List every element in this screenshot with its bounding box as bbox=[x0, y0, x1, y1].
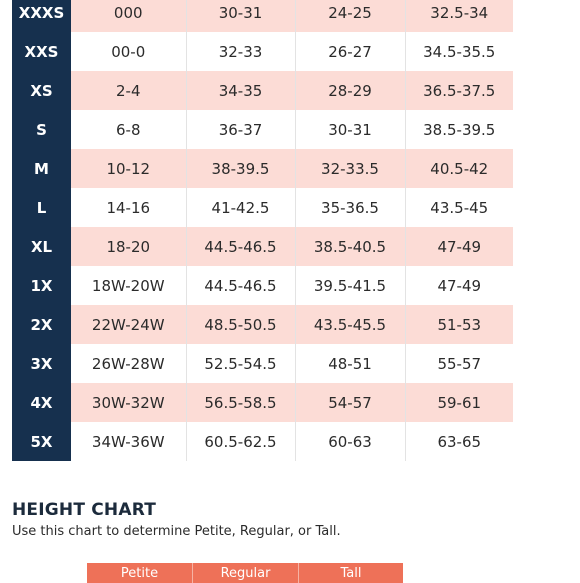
table-cell: 28-29 bbox=[295, 71, 406, 110]
table-cell: 00-0 bbox=[71, 32, 187, 71]
table-cell: 36-37 bbox=[186, 110, 296, 149]
table-cell: 14-16 bbox=[71, 188, 187, 227]
header-petite: Petite bbox=[87, 563, 193, 583]
table-cell: 30-31 bbox=[295, 110, 406, 149]
table-cell: 2-4 bbox=[71, 71, 187, 110]
size-label: 5X bbox=[12, 422, 71, 461]
table-cell: 38.5-39.5 bbox=[423, 120, 496, 139]
table-cell: 18-20 bbox=[71, 227, 187, 266]
table-row: XL 18-20 44.5-46.5 38.5-40.5 47-49 bbox=[12, 227, 513, 266]
table-cell: 32-33.5 bbox=[295, 149, 406, 188]
table-cell: 18W-20W bbox=[71, 266, 187, 305]
size-label: 3X bbox=[12, 344, 71, 383]
table-row: XS 2-4 34-35 28-29 36.5-37.5 bbox=[12, 71, 513, 110]
table-cell: 60-63 bbox=[295, 422, 406, 461]
table-row: 1X 18W-20W 44.5-46.5 39.5-41.5 47-49 bbox=[12, 266, 513, 305]
size-label: M bbox=[12, 149, 71, 188]
size-chart-table: XXXS 000 30-31 24-25 32.5-34 XXS 00-0 32-33 26-2… bbox=[12, 0, 513, 461]
table-cell: 44.5-46.5 bbox=[186, 227, 296, 266]
size-label: XL bbox=[12, 227, 71, 266]
table-row: 4X 30W-32W 56.5-58.5 54-57 59-61 bbox=[12, 383, 513, 422]
table-cell: 63-65 bbox=[437, 432, 482, 451]
size-label: XXS bbox=[12, 32, 71, 71]
size-label: XS bbox=[12, 71, 71, 110]
table-cell: 35-36.5 bbox=[295, 188, 406, 227]
table-row: L 14-16 41-42.5 35-36.5 43.5-45 bbox=[12, 188, 513, 227]
table-cell: 26-27 bbox=[295, 32, 406, 71]
height-chart-header: Petite Regular Tall bbox=[87, 563, 403, 583]
table-cell: 34.5-35.5 bbox=[423, 42, 496, 61]
table-cell: 54-57 bbox=[295, 383, 406, 422]
table-cell: 36.5-37.5 bbox=[405, 71, 513, 110]
table-cell: 44.5-46.5 bbox=[186, 266, 296, 305]
table-cell: 30W-32W bbox=[71, 383, 187, 422]
table-cell: 48-51 bbox=[295, 344, 406, 383]
size-label: S bbox=[12, 110, 71, 149]
table-cell: 6-8 bbox=[71, 110, 187, 149]
table-row: 3X 26W-28W 52.5-54.5 48-51 55-57 bbox=[12, 344, 513, 383]
height-chart-description: Use this chart to determine Petite, Regu… bbox=[12, 524, 341, 539]
table-cell: 38.5-40.5 bbox=[295, 227, 406, 266]
table-cell: 47-49 bbox=[437, 276, 482, 295]
table-cell: 38-39.5 bbox=[186, 149, 296, 188]
table-cell: 40.5-42 bbox=[405, 149, 513, 188]
size-label: 1X bbox=[12, 266, 71, 305]
table-cell: 48.5-50.5 bbox=[186, 305, 296, 344]
size-label: 4X bbox=[12, 383, 71, 422]
size-label: L bbox=[12, 188, 71, 227]
size-label: XXXS bbox=[12, 0, 71, 32]
header-regular: Regular bbox=[193, 563, 299, 583]
table-row: XXS 00-0 32-33 26-27 34.5-35.5 bbox=[12, 32, 513, 71]
table-cell: 26W-28W bbox=[71, 344, 187, 383]
table-cell: 51-53 bbox=[405, 305, 513, 344]
height-chart-title: HEIGHT CHART bbox=[12, 500, 157, 520]
table-cell: 000 bbox=[71, 0, 187, 32]
table-cell: 41-42.5 bbox=[186, 188, 296, 227]
table-cell: 60.5-62.5 bbox=[186, 422, 296, 461]
table-row: 2X 22W-24W 48.5-50.5 43.5-45.5 51-53 bbox=[12, 305, 513, 344]
table-cell: 47-49 bbox=[405, 227, 513, 266]
table-cell: 52.5-54.5 bbox=[186, 344, 296, 383]
table-cell: 32-33 bbox=[186, 32, 296, 71]
table-cell: 22W-24W bbox=[71, 305, 187, 344]
table-cell: 43.5-45 bbox=[430, 198, 489, 217]
header-tall: Tall bbox=[299, 563, 403, 583]
table-cell: 30-31 bbox=[186, 0, 296, 32]
table-row: XXXS 000 30-31 24-25 32.5-34 bbox=[12, 0, 513, 32]
table-cell: 34W-36W bbox=[71, 422, 187, 461]
table-cell: 59-61 bbox=[405, 383, 513, 422]
table-cell: 24-25 bbox=[295, 0, 406, 32]
table-cell: 32.5-34 bbox=[405, 0, 513, 32]
table-row: S 6-8 36-37 30-31 38.5-39.5 bbox=[12, 110, 513, 149]
table-cell: 55-57 bbox=[437, 354, 482, 373]
table-row: 5X 34W-36W 60.5-62.5 60-63 63-65 bbox=[12, 422, 513, 461]
table-cell: 10-12 bbox=[71, 149, 187, 188]
table-cell: 56.5-58.5 bbox=[186, 383, 296, 422]
table-cell: 34-35 bbox=[186, 71, 296, 110]
table-row: M 10-12 38-39.5 32-33.5 40.5-42 bbox=[12, 149, 513, 188]
table-cell: 43.5-45.5 bbox=[295, 305, 406, 344]
size-label: 2X bbox=[12, 305, 71, 344]
table-cell: 39.5-41.5 bbox=[295, 266, 406, 305]
